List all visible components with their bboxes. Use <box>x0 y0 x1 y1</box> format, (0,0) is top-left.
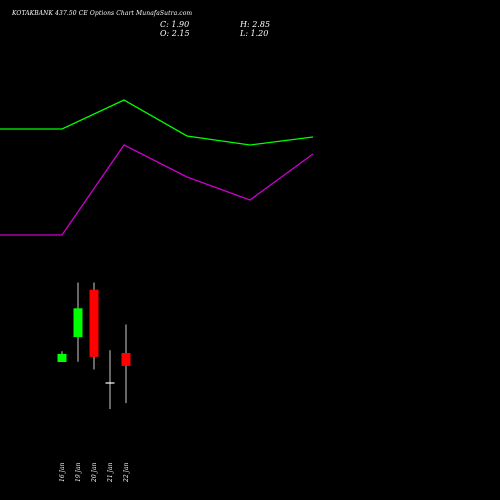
candle-body <box>57 353 67 362</box>
indicator-line-1 <box>0 99 314 146</box>
candle-20-jan <box>89 282 99 370</box>
candle-22-jan <box>121 324 131 404</box>
x-tick-label: 20 Jan <box>91 462 98 483</box>
candlesticks <box>57 282 131 410</box>
candle-body <box>121 353 131 366</box>
high-value: H: 2.85 <box>240 20 271 29</box>
candle-16-jan <box>57 351 67 362</box>
candle-19-jan <box>73 282 83 362</box>
chart-title: KOTAKBANK 437.50 CE Options Chart Munafa… <box>12 10 193 17</box>
x-axis-labels: 16 Jan 19 Jan 20 Jan 21 Jan 22 Jan <box>59 462 130 483</box>
candle-21-jan <box>105 350 115 410</box>
x-tick-label: 19 Jan <box>75 462 82 482</box>
x-tick-label: 16 Jan <box>59 462 66 482</box>
candle-body <box>89 289 99 357</box>
candle-body <box>73 308 83 338</box>
open-value: O: 2.15 <box>160 29 190 38</box>
indicator-lines <box>0 99 314 236</box>
x-tick-label: 21 Jan <box>107 462 114 483</box>
indicator-line-2 <box>0 144 314 236</box>
x-tick-label: 22 Jan <box>123 462 130 483</box>
low-value: L: 1.20 <box>240 29 269 38</box>
close-value: C: 1.90 <box>160 20 190 29</box>
candle-body <box>105 382 115 384</box>
